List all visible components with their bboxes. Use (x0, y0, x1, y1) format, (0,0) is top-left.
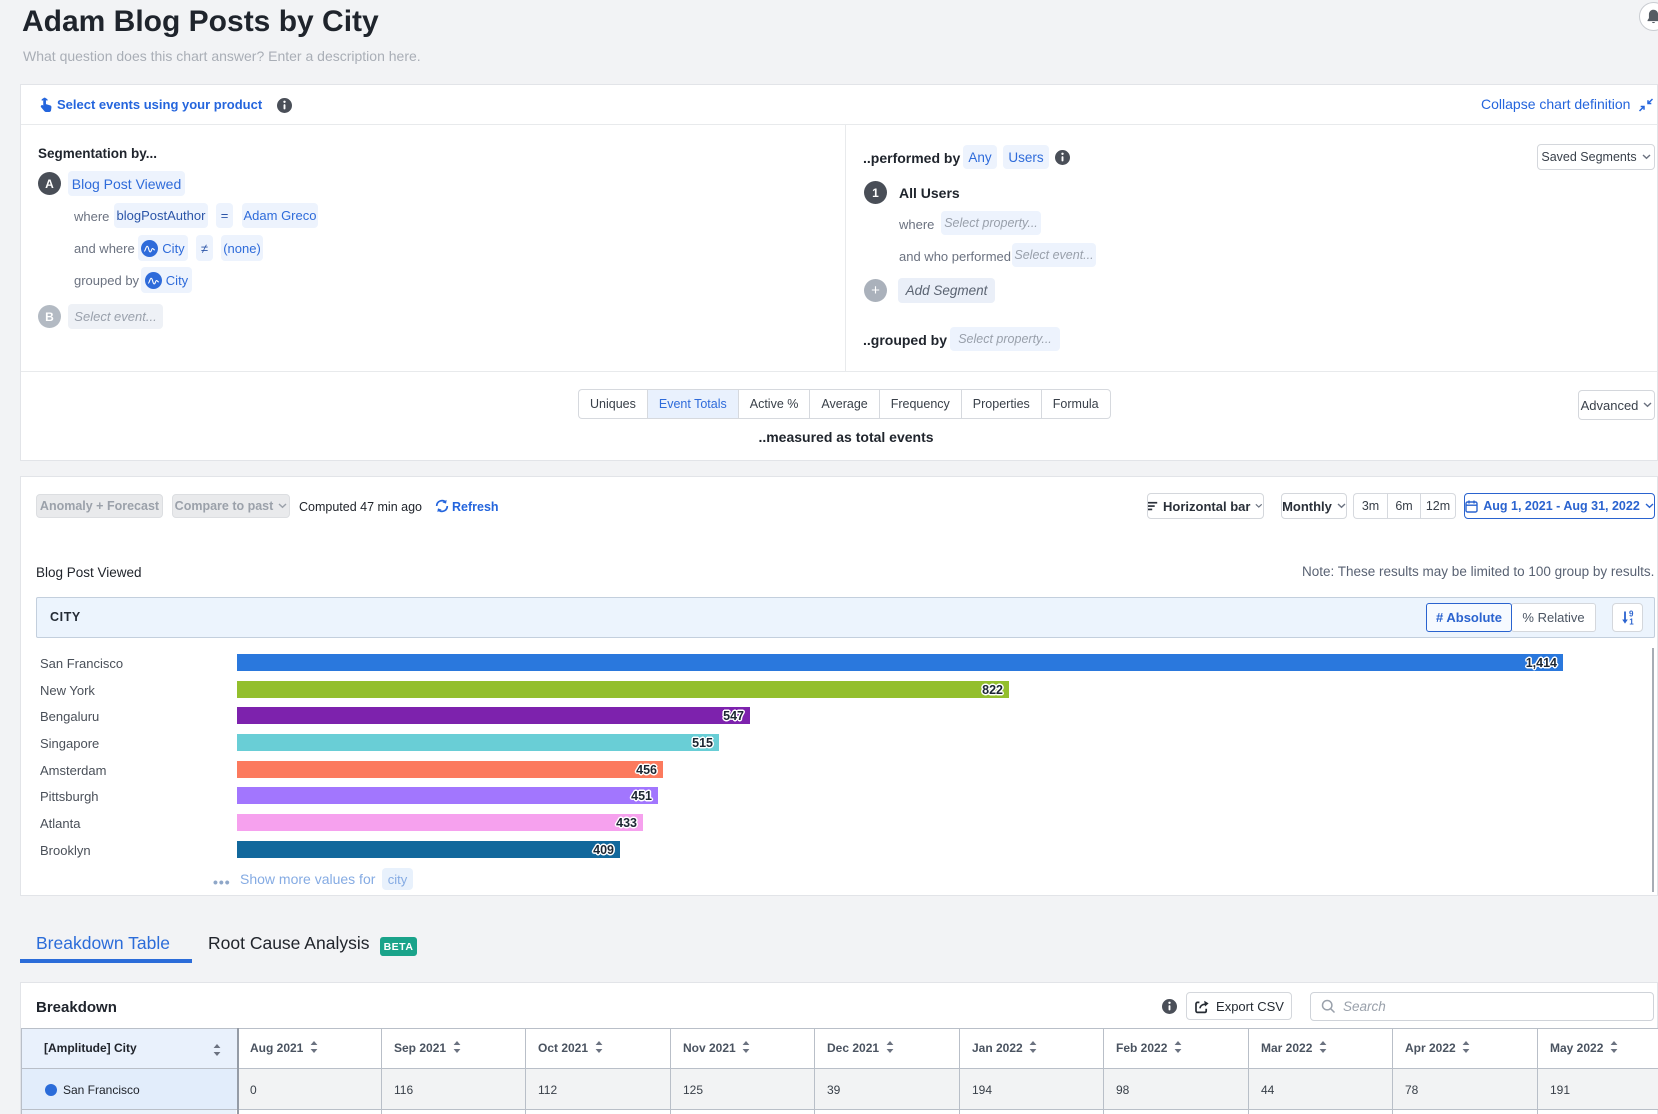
svg-text:9: 9 (1629, 610, 1634, 619)
svg-text:1: 1 (1629, 618, 1634, 626)
